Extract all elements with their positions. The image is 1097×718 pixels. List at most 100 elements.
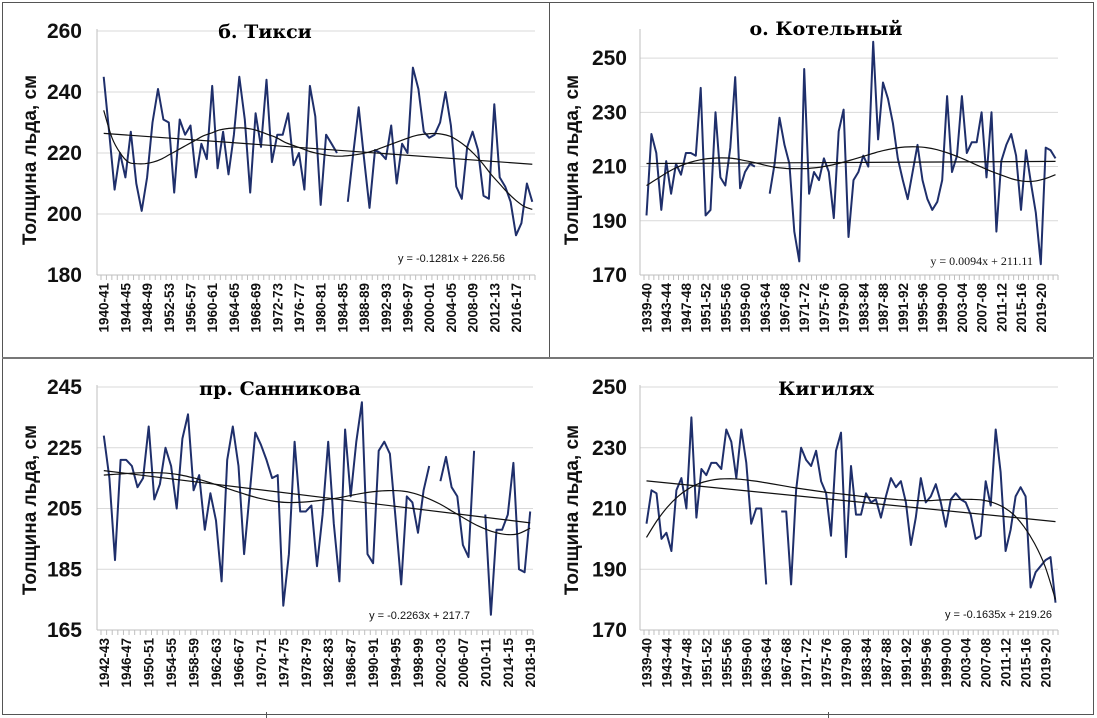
y-axis-label: Толщина льда, см (562, 425, 583, 595)
chart-title: Кигилях (778, 378, 875, 400)
x-tick-label: 1951-52 (699, 638, 714, 688)
x-tick-label: 1972-73 (270, 283, 285, 333)
y-tick-label: 190 (592, 558, 627, 581)
x-tick-label: 1947-48 (679, 638, 694, 688)
x-tick-label: 1939-40 (639, 283, 654, 333)
trend-equation-label: y = -0.1281x + 226.56 (398, 253, 505, 265)
x-tick-label: 2003-04 (955, 283, 970, 333)
x-tick-label: 2016-17 (509, 283, 524, 333)
x-tick-label: 1959-60 (739, 638, 754, 688)
x-tick-label: 2006-07 (456, 638, 471, 688)
polynomial-trend-line (103, 110, 533, 210)
x-tick-label: 1987-88 (876, 283, 891, 333)
chart-title: пр. Санникова (199, 378, 361, 400)
y-tick-label: 190 (592, 210, 627, 233)
x-tick-label: 1976-77 (292, 283, 307, 333)
y-axis-label: Толщина льда, см (20, 75, 41, 245)
y-tick-label: 205 (47, 498, 82, 521)
trend-equation-label: y = 0.0094x + 211.11 (930, 254, 1033, 268)
x-tick-label: 1987-88 (879, 638, 894, 688)
chart-tiksi: 180 200 220 240 260 1940-41 1944-45 1948-49 1952… (20, 20, 536, 333)
x-tick-label: 1956-57 (184, 283, 199, 333)
x-tick-label: 1988-89 (357, 283, 372, 333)
y-tick-label: 225 (47, 437, 82, 460)
x-tick-label: 2014-15 (501, 638, 516, 688)
x-tick-label: 2000-01 (422, 283, 437, 333)
x-tick-label: 1968-69 (249, 283, 264, 333)
polynomial-trend-line (645, 478, 1057, 600)
chart-kotelny: 170 190 210 230 250 1939-40 1943-44 1947-48 1951… (562, 18, 1059, 333)
trend-equation-label: y = -0.1635x + 219.26 (945, 609, 1052, 621)
x-tick-label: 1975-76 (817, 283, 832, 333)
x-tick-label: 1951-52 (699, 283, 714, 333)
panel-divider-horizontal (2, 357, 1094, 359)
x-tick-label: 2011-12 (999, 638, 1014, 687)
x-tick-label: 1991-92 (896, 283, 911, 333)
x-tick-label: 2011-12 (994, 283, 1009, 332)
series-line-ice-thickness (645, 416, 1057, 603)
x-tick-label: 1942-43 (97, 638, 112, 688)
x-tick-label: 1966-67 (231, 638, 246, 688)
x-tick-label: 1983-84 (856, 283, 871, 333)
x-tick-label: 1963-64 (758, 283, 773, 333)
x-tick-label: 2019-20 (1034, 283, 1049, 333)
x-tick-label: 2019-20 (1039, 638, 1054, 688)
x-tick-label: 1983-84 (859, 638, 874, 688)
y-tick-label: 170 (592, 264, 627, 287)
x-tick-label: 1955-56 (718, 283, 733, 333)
x-tick-label: 2015-16 (1019, 638, 1034, 688)
linear-trend-line (103, 132, 533, 165)
y-tick-label: 210 (592, 156, 627, 179)
y-tick-label: 185 (47, 558, 82, 581)
x-tick-label: 1982-83 (321, 638, 336, 688)
x-tick-label: 2008-09 (466, 283, 481, 333)
x-tick-label: 1978-79 (299, 638, 314, 688)
x-tick-label: 1979-80 (837, 283, 852, 333)
x-tick-label: 1995-96 (915, 283, 930, 333)
x-tick-label: 1959-60 (738, 283, 753, 333)
linear-trend-line (646, 480, 1056, 523)
x-tick-label: 1946-47 (119, 638, 134, 688)
series-line-ice-thickness (645, 40, 1057, 266)
y-tick-label: 245 (47, 376, 82, 399)
x-tick-label: 1975-76 (819, 638, 834, 688)
x-tick-label: 2004-05 (444, 283, 459, 333)
x-tick-label: 1998-99 (411, 638, 426, 688)
chart-title: б. Тикси (218, 21, 312, 43)
x-tick-label: 1986-87 (344, 638, 359, 688)
x-tick-label: 1943-44 (659, 283, 674, 333)
x-tick-label: 1984-85 (335, 283, 350, 333)
x-tick-label: 1947-48 (679, 283, 694, 333)
y-tick-label: 260 (47, 20, 82, 43)
panel-divider-tick (828, 712, 829, 718)
x-tick-label: 1950-51 (142, 638, 157, 688)
x-tick-label: 1980-81 (314, 283, 329, 333)
x-tick-label: 1971-72 (797, 283, 812, 333)
linear-trend-line (103, 470, 531, 524)
x-tick-label: 1994-95 (389, 638, 404, 688)
x-tick-label: 1939-40 (639, 638, 654, 688)
x-tick-label: 1999-00 (939, 638, 954, 688)
x-tick-label: 1954-55 (164, 638, 179, 688)
y-axis-label: Толщина льда, см (20, 425, 41, 595)
series-line-ice-thickness (102, 401, 532, 616)
y-tick-label: 240 (47, 81, 82, 104)
x-tick-label: 1971-72 (799, 638, 814, 688)
polynomial-trend-line (103, 472, 531, 536)
x-tick-label: 1992-93 (379, 283, 394, 333)
trend-equation-label: y = -0.2263x + 217.7 (369, 610, 470, 622)
x-tick-label: 2002-03 (433, 638, 448, 688)
polynomial-trend-line (646, 146, 1056, 187)
x-tick-label: 1963-64 (759, 638, 774, 688)
series-line-ice-thickness (102, 66, 534, 237)
x-tick-label: 1958-59 (187, 638, 202, 688)
x-tick-label: 2007-08 (979, 638, 994, 688)
y-tick-label: 170 (592, 619, 627, 642)
x-tick-label: 1967-68 (777, 283, 792, 333)
x-tick-label: 1967-68 (779, 638, 794, 688)
x-tick-label: 1962-63 (209, 638, 224, 688)
y-tick-label: 165 (47, 619, 82, 642)
x-tick-label: 1952-53 (162, 283, 177, 333)
x-tick-label: 1955-56 (719, 638, 734, 688)
